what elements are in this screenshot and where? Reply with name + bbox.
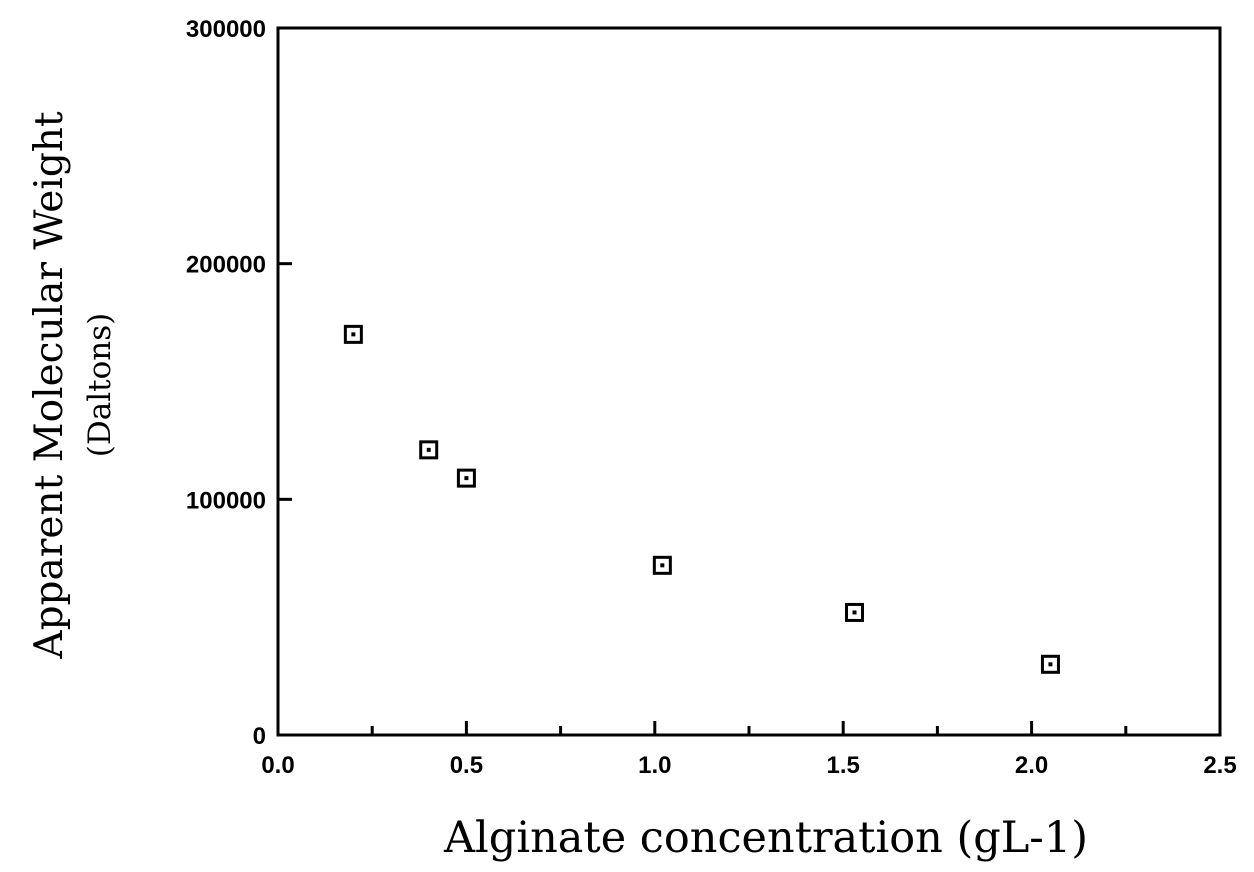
- y-tick-label: 300000: [186, 16, 266, 43]
- y-tick-label: 0: [253, 723, 266, 750]
- x-tick-label: 1.0: [638, 752, 671, 779]
- y-tick-label: 200000: [186, 252, 266, 279]
- y-axis-title-line2: (Daltons): [82, 313, 118, 457]
- data-point: [845, 602, 865, 622]
- data-points: [343, 324, 1060, 674]
- data-point: [343, 324, 363, 344]
- data-point: [456, 468, 476, 488]
- plot-frame: [276, 26, 1222, 737]
- x-tick-label: 0.0: [261, 752, 294, 779]
- data-point: [1040, 654, 1060, 674]
- data-point: [419, 440, 439, 460]
- x-tick-label: 2.5: [1203, 752, 1236, 779]
- data-point: [652, 555, 672, 575]
- x-tick-label: 0.5: [450, 752, 483, 779]
- y-tick-label: 100000: [186, 487, 266, 514]
- y-axis-title-line1: Apparent Molecular Weight: [27, 111, 72, 659]
- y-axis-ticks: [278, 26, 292, 737]
- x-axis-tick-labels: 0.0 0.5 1.0 1.5 2.0 2.5: [261, 752, 1236, 779]
- x-tick-label: 2.0: [1015, 752, 1048, 779]
- x-axis-ticks: [276, 721, 1222, 735]
- y-axis-tick-labels: 0 100000 200000 300000: [186, 16, 266, 750]
- x-tick-label: 1.5: [827, 752, 860, 779]
- x-axis-title: Alginate concentration (gL-1): [443, 813, 1088, 863]
